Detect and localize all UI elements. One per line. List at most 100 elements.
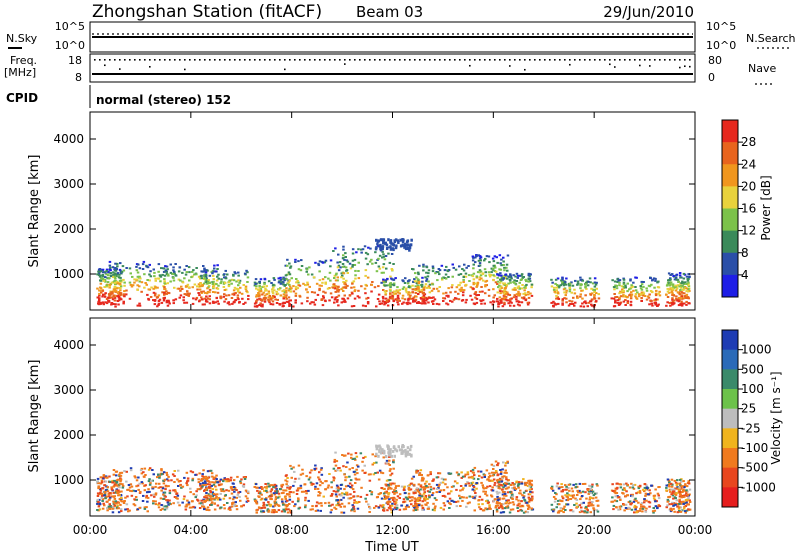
velocity-cell bbox=[339, 469, 342, 472]
power-cell bbox=[420, 302, 423, 305]
power-cell bbox=[299, 269, 303, 272]
velocity-cell bbox=[211, 475, 214, 478]
power-cell bbox=[148, 279, 151, 282]
power-cell bbox=[441, 277, 444, 280]
power-cell bbox=[510, 297, 513, 300]
velocity-cell bbox=[130, 494, 134, 497]
nave-dot bbox=[349, 59, 351, 61]
velocity-cell bbox=[147, 468, 151, 471]
velocity-cell bbox=[393, 492, 396, 495]
velocity-cell bbox=[411, 496, 414, 499]
power-cell bbox=[112, 271, 115, 274]
power-cell bbox=[556, 284, 559, 286]
power-cell bbox=[407, 297, 410, 300]
power-cell bbox=[573, 292, 577, 295]
velocity-cell bbox=[482, 487, 486, 490]
power-cell bbox=[481, 299, 485, 302]
velocity-cell bbox=[425, 480, 428, 483]
power-cell bbox=[352, 280, 356, 283]
power-cell bbox=[227, 294, 231, 297]
velocity-cell bbox=[395, 498, 398, 501]
power-cell bbox=[101, 268, 105, 271]
velocity-cell bbox=[117, 511, 121, 514]
power-cell bbox=[520, 301, 524, 304]
power-cell bbox=[216, 275, 219, 278]
power-cell bbox=[345, 269, 348, 272]
velocity-cell bbox=[627, 506, 631, 509]
power-cell bbox=[581, 297, 584, 300]
velocity-cell bbox=[335, 504, 338, 507]
velocity-cell bbox=[333, 460, 336, 463]
power-cell bbox=[231, 302, 234, 305]
velocity-cell bbox=[614, 495, 617, 498]
velocity-cell bbox=[640, 505, 643, 508]
nave-dot bbox=[209, 59, 211, 61]
power-cell bbox=[503, 301, 506, 304]
power-cell bbox=[334, 296, 337, 299]
power-cell bbox=[336, 289, 339, 292]
power-cell bbox=[422, 292, 426, 295]
velocity-cell bbox=[222, 504, 226, 506]
power-cell bbox=[108, 286, 111, 289]
velocity-cell bbox=[619, 497, 622, 500]
power-cell bbox=[629, 297, 633, 300]
velocity-cell bbox=[307, 478, 311, 481]
power-cell bbox=[113, 299, 117, 302]
velocity-cell bbox=[307, 499, 310, 502]
power-cell bbox=[524, 294, 528, 296]
power-cell bbox=[588, 277, 592, 280]
velocity-cell bbox=[573, 504, 576, 506]
power-cell bbox=[230, 278, 234, 281]
velocity-cell bbox=[522, 478, 525, 481]
power-cell bbox=[267, 290, 271, 293]
power-cell bbox=[687, 288, 690, 291]
velocity-cell bbox=[571, 490, 574, 493]
velocity-cell bbox=[343, 505, 346, 508]
velocity-cell bbox=[438, 483, 441, 486]
power-cell bbox=[167, 292, 171, 295]
velocity-cell bbox=[205, 492, 208, 494]
nave-dot bbox=[274, 59, 276, 61]
velocity-cell bbox=[114, 491, 118, 494]
power-cell bbox=[324, 282, 327, 285]
power-cell bbox=[172, 302, 175, 305]
nave-dot bbox=[359, 59, 361, 61]
power-cell bbox=[321, 304, 325, 307]
velocity-cell bbox=[188, 506, 192, 509]
power-cell bbox=[279, 282, 283, 285]
power-cell bbox=[622, 283, 626, 285]
velocity-cell bbox=[385, 484, 388, 487]
power-cell bbox=[464, 283, 468, 286]
nave-dot bbox=[419, 59, 421, 61]
power-cell bbox=[493, 270, 497, 272]
power-cell bbox=[671, 283, 675, 286]
velocity-cell bbox=[338, 503, 341, 506]
velocity-cell bbox=[328, 473, 331, 475]
power-cell bbox=[173, 270, 176, 273]
velocity-cell bbox=[203, 489, 206, 492]
nave-dot bbox=[589, 59, 591, 61]
velocity-cell bbox=[297, 464, 301, 467]
power-cell bbox=[237, 279, 240, 282]
power-cell bbox=[351, 282, 354, 285]
power-cell bbox=[649, 276, 652, 279]
velocity-cell bbox=[503, 482, 507, 485]
velocity-cell bbox=[383, 498, 386, 500]
velocity-cell bbox=[509, 501, 512, 504]
velocity-cell bbox=[481, 503, 484, 506]
power-cell bbox=[413, 278, 416, 281]
nave-dot bbox=[109, 59, 111, 61]
power-cell bbox=[505, 277, 509, 280]
power-cell bbox=[116, 262, 119, 265]
velocity-cell bbox=[553, 500, 557, 503]
velocity-cell bbox=[406, 504, 409, 507]
power-cell bbox=[677, 304, 681, 307]
velocity-cell bbox=[418, 472, 422, 475]
velocity-cell bbox=[284, 489, 287, 492]
velocity-cell bbox=[583, 482, 587, 485]
power-cell bbox=[324, 259, 328, 262]
velocity-cell bbox=[426, 474, 430, 477]
velocity-cell bbox=[367, 503, 370, 506]
velocity-colorbar-swatch bbox=[722, 408, 738, 429]
